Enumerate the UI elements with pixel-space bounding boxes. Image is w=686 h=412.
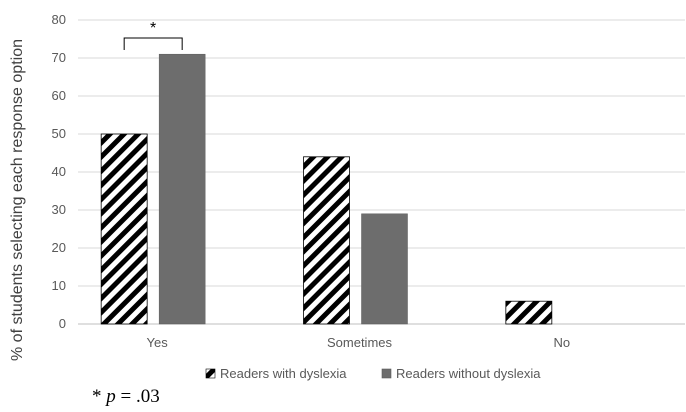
bar-without-dyslexia [158,53,206,325]
footnote-p: p [106,386,116,407]
category-label: No [554,335,571,350]
category-label: Sometimes [327,335,393,350]
category-labels: Yes Sometimes No [147,335,571,350]
y-tick-label: 30 [52,202,66,217]
legend-label: Readers without dyslexia [396,366,541,381]
category-label: Yes [147,335,169,350]
y-tick-label: 20 [52,240,66,255]
legend-label: Readers with dyslexia [220,366,347,381]
bars [100,53,553,325]
significance-annotation: * [123,20,183,50]
y-tick-label: 80 [52,12,66,27]
legend-swatch [205,368,216,379]
footnote-star: * [92,386,107,407]
y-axis-label: % of students selecting each response op… [9,39,26,361]
y-tick-label: 40 [52,164,66,179]
bar-with-dyslexia [100,133,148,325]
bar-without-dyslexia [361,213,408,325]
footnote-rest: = .03 [120,386,160,407]
footnote: * p = .03 [92,386,160,408]
y-tick-label: 50 [52,126,66,141]
legend-swatch [381,368,392,379]
bar-with-dyslexia [505,300,553,325]
y-tick-label: 60 [52,88,66,103]
significance-star: * [150,20,156,37]
significance-bracket [123,37,183,50]
y-tick-label: 70 [52,50,66,65]
y-tick-label: 10 [52,278,66,293]
legend: Readers with dyslexia Readers without dys… [205,366,541,381]
y-tick-label: 0 [59,316,66,331]
y-tick-labels: 0 10 20 30 40 50 60 70 80 [52,12,66,331]
bar-with-dyslexia [303,156,350,325]
